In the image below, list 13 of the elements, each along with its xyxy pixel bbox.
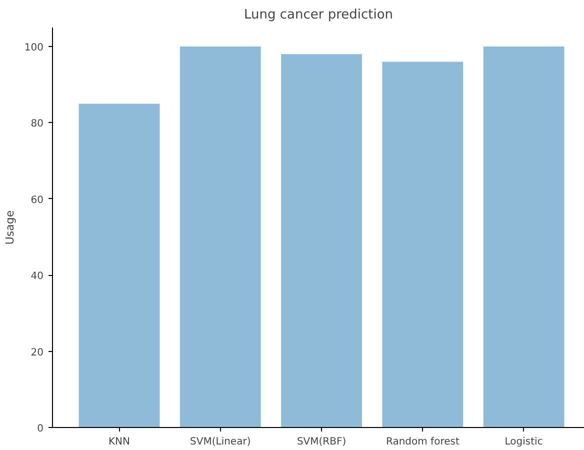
x-tick-label: Random forest	[386, 436, 460, 448]
y-tick-label: 20	[30, 347, 44, 358]
x-tick-label: SVM(Linear)	[190, 436, 251, 448]
y-tick-label: 80	[30, 118, 44, 130]
y-tick-label: 100	[24, 42, 44, 54]
y-tick-label: 60	[30, 194, 44, 206]
y-axis-title: Usage	[3, 210, 16, 245]
x-tick-label: Logistic	[504, 436, 543, 448]
y-tick-label: 0	[37, 424, 44, 434]
y-tick-label: 40	[30, 271, 44, 282]
chart-title: Lung cancer prediction	[244, 8, 394, 22]
x-tick-label: KNN	[108, 436, 130, 448]
x-tick-label: SVM(RBF)	[296, 436, 346, 448]
